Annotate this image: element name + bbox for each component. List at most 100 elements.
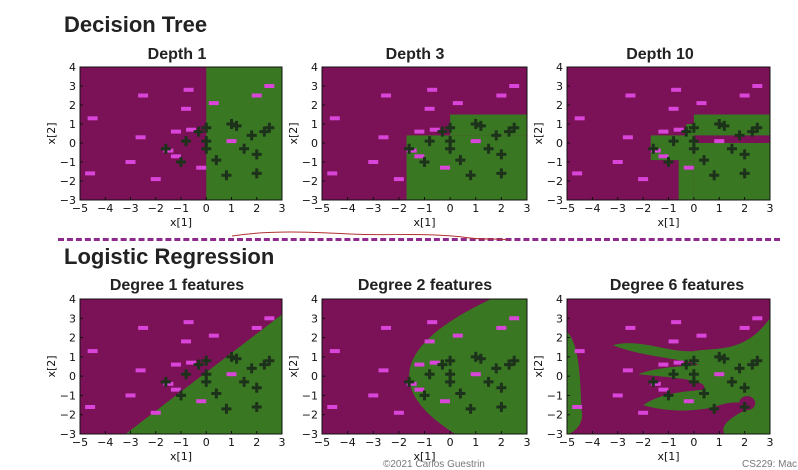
x-tick-label: −4: [584, 436, 600, 449]
y-axis-label: x[2]: [532, 355, 545, 377]
y-tick-label: 3: [69, 80, 76, 93]
positive-point: [181, 136, 192, 147]
positive-point: [668, 369, 679, 380]
negative-point: [138, 325, 149, 330]
positive-point: [251, 402, 262, 412]
negative-point: [470, 139, 481, 144]
positive-point: [193, 126, 204, 137]
copyright-footer: ©2021 Carlos Guestrin: [383, 459, 485, 470]
negative-point: [638, 410, 649, 415]
negative-point: [150, 177, 161, 182]
positive-point: [445, 143, 456, 154]
positive-point: [201, 355, 212, 366]
positive-point: [211, 388, 222, 399]
x-tick-label: −2: [391, 202, 407, 215]
y-tick-label: 2: [69, 332, 76, 345]
y-axis-label: x[2]: [45, 355, 58, 377]
positive-point: [496, 168, 507, 179]
positive-point: [688, 376, 699, 387]
y-axis-label: x[2]: [532, 122, 545, 144]
positive-point: [699, 155, 710, 166]
negative-point: [752, 316, 763, 321]
positive-point: [719, 353, 730, 364]
x-tick-label: 3: [767, 436, 774, 449]
negative-point: [650, 148, 661, 153]
y-tick-label: −2: [60, 409, 76, 422]
positive-point: [709, 403, 720, 414]
y-tick-label: 4: [69, 61, 76, 74]
positive-point: [419, 390, 430, 401]
negative-point: [264, 316, 275, 321]
positive-point: [181, 369, 192, 380]
positive-point: [739, 382, 750, 393]
negative-point: [427, 87, 438, 92]
positive-point: [726, 143, 737, 154]
x-tick-label: 1: [716, 436, 723, 449]
plot-title-depth-3: Depth 3: [385, 46, 445, 63]
x-tick-label: 0: [690, 436, 697, 449]
positive-point: [688, 355, 699, 366]
x-tick-label: −4: [340, 202, 356, 215]
positive-point: [714, 119, 725, 129]
negative-point: [87, 349, 98, 354]
negative-point: [196, 165, 207, 170]
negative-point: [85, 171, 96, 176]
positive-point: [470, 351, 481, 362]
y-tick-label: 0: [311, 370, 318, 383]
negative-point: [622, 368, 633, 373]
y-tick-label: 1: [69, 118, 76, 131]
y-tick-label: −3: [547, 428, 563, 441]
positive-point: [445, 122, 456, 133]
negative-point: [368, 160, 379, 164]
x-tick-label: −4: [340, 436, 356, 449]
negative-point: [414, 387, 425, 392]
positive-point: [496, 402, 507, 412]
positive-point: [726, 376, 737, 387]
plot-title-depth-1: Depth 1: [147, 46, 207, 63]
negative-point: [226, 139, 237, 144]
x-tick-label: −5: [72, 436, 88, 449]
negative-point: [739, 325, 750, 330]
x-tick-label: 2: [253, 436, 260, 449]
negative-point: [368, 393, 379, 398]
negative-point: [251, 325, 262, 330]
x-tick-label: 0: [690, 202, 697, 215]
positive-point: [663, 157, 674, 167]
x-tick-label: −2: [391, 436, 407, 449]
y-tick-label: 0: [556, 137, 563, 150]
positive-point: [264, 355, 275, 366]
x-axis-label: x[1]: [657, 450, 679, 463]
x-tick-label: −3: [122, 436, 138, 449]
positive-point: [211, 155, 222, 166]
x-tick-label: 1: [228, 202, 235, 215]
x-tick-label: 3: [524, 436, 531, 449]
positive-point: [504, 359, 515, 370]
y-tick-label: 4: [311, 61, 318, 74]
positive-region: [678, 160, 694, 200]
y-tick-label: −3: [60, 194, 76, 207]
y-tick-label: 0: [556, 370, 563, 383]
positive-region: [406, 135, 527, 200]
positive-point: [445, 376, 456, 387]
x-tick-label: 0: [203, 202, 210, 215]
x-tick-label: 2: [253, 202, 260, 215]
positive-point: [251, 149, 262, 160]
x-tick-label: −1: [660, 436, 676, 449]
positive-point: [483, 143, 494, 154]
negative-point: [381, 325, 392, 330]
x-tick-label: −1: [173, 202, 189, 215]
x-tick-label: −2: [148, 202, 164, 215]
y-tick-label: 2: [69, 99, 76, 112]
negative-point: [496, 93, 507, 98]
negative-point: [183, 87, 194, 92]
positive-point: [437, 359, 448, 370]
y-tick-label: −3: [547, 194, 563, 207]
positive-point: [714, 351, 725, 362]
x-tick-label: −3: [610, 202, 626, 215]
negative-point: [181, 106, 192, 111]
x-tick-label: −3: [365, 436, 381, 449]
x-tick-label: −2: [148, 436, 164, 449]
